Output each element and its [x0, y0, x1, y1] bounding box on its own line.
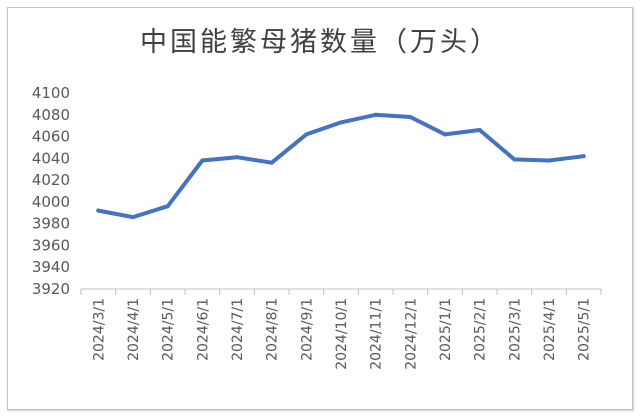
y-tick-label: 4080 [32, 106, 70, 124]
chart-title: 中国能繁母猪数量（万头） [140, 27, 500, 58]
chart-frame [7, 7, 633, 410]
y-tick-label: 4100 [32, 84, 70, 102]
data-point [304, 132, 309, 137]
x-tick-label: 2024/6/1 [195, 298, 211, 361]
y-tick-label: 4000 [32, 193, 70, 211]
x-tick-label: 2024/9/1 [299, 298, 315, 361]
x-tick-label: 2024/8/1 [265, 298, 281, 361]
series-line [96, 112, 586, 220]
y-tick-label: 3960 [32, 236, 70, 254]
x-tick-label: 2025/1/1 [438, 298, 454, 361]
data-point [269, 160, 274, 165]
data-point [339, 120, 343, 125]
data-point [477, 128, 482, 133]
x-tick-label: 2025/2/1 [473, 298, 489, 361]
data-point [512, 157, 517, 162]
data-point [443, 132, 447, 137]
x-tick-label: 2024/3/1 [91, 298, 107, 361]
data-point [165, 204, 170, 209]
data-point [373, 112, 378, 117]
x-tick-label: 2024/12/1 [403, 298, 419, 370]
x-tick-label: 2025/5/1 [577, 298, 593, 361]
x-tick-label: 2024/7/1 [230, 298, 246, 361]
x-tick-label: 2025/4/1 [542, 298, 558, 361]
x-tick-label: 2024/11/1 [369, 298, 385, 370]
data-point [547, 158, 551, 163]
data-point [200, 158, 205, 163]
x-tick-label: 2024/4/1 [126, 298, 142, 361]
x-tick-label: 2025/3/1 [507, 298, 523, 361]
data-point [581, 154, 586, 159]
data-point [235, 155, 239, 160]
data-point [96, 208, 101, 213]
y-tick-label: 3980 [32, 215, 70, 233]
x-tick-label: 2024/10/1 [334, 298, 350, 370]
series-group [96, 112, 586, 220]
data-point [408, 114, 413, 119]
y-tick-label: 3940 [32, 258, 70, 276]
x-tick-label: 2024/5/1 [161, 298, 177, 361]
y-tick-label: 4060 [32, 128, 70, 146]
x-axis: 2024/3/1 2024/4/1 2024/5/1 2024/6/1 2024/7/1… [80, 288, 602, 370]
y-tick-label: 4040 [32, 149, 70, 167]
data-point [131, 215, 135, 220]
y-axis: 3920 3940 3960 3980 4000 4020 4040 4060 4080 4100 [32, 84, 70, 298]
y-tick-label: 3920 [32, 280, 70, 298]
y-tick-label: 4020 [32, 171, 70, 189]
